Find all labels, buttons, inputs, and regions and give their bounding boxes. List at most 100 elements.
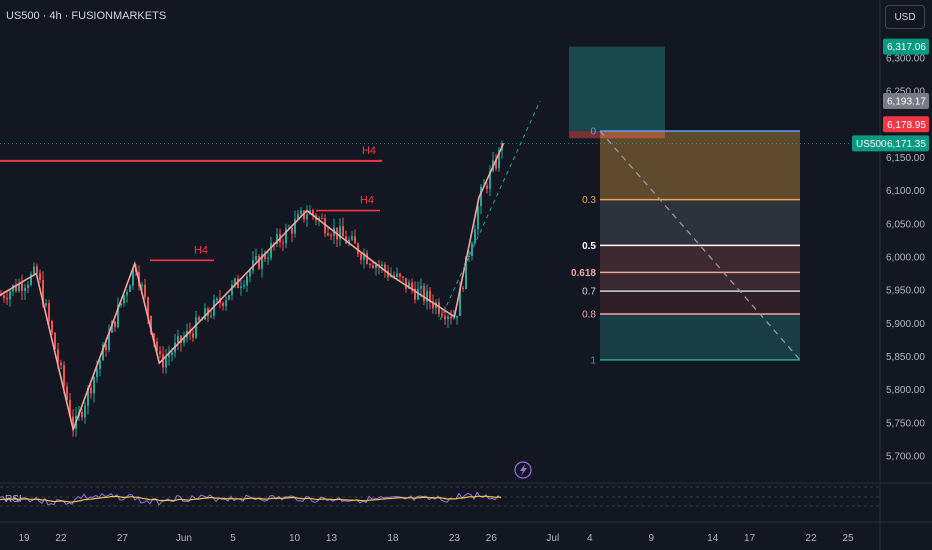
target-price-tag: 6,317.06 [883,38,929,55]
candle-body [354,236,356,244]
rsi-label: RSI [5,494,22,505]
candle-body [27,284,29,288]
candle-body [399,273,401,277]
candle-body [162,354,164,368]
fib-band [600,130,800,200]
candle [99,359,101,377]
candle [120,302,122,308]
candle [240,279,242,296]
candle-body [429,290,431,302]
fibonacci-retracement[interactable]: 0 0.3 0.5 0.618 0.7 0.8 1 [571,126,801,366]
candle-body [300,210,302,215]
candle [354,229,356,244]
candle [249,268,251,283]
candle-body [474,229,476,244]
time-tick-label: 27 [117,533,129,544]
candle [402,275,404,282]
candle-body [471,243,473,256]
candle [216,296,218,304]
candle-body [210,315,212,317]
candle-body [405,277,407,289]
price-axis[interactable]: 6,300.006,250.006,200.006,150.006,100.00… [879,0,925,550]
candle [144,278,146,300]
fib-band [600,245,800,273]
candle-body [465,256,467,289]
candle [33,262,35,277]
position-target-zone [569,46,665,131]
time-tick-label: 14 [707,533,719,544]
currency-button[interactable]: USD [885,5,925,29]
rsi-pane[interactable] [0,482,932,523]
candle-body [33,266,35,275]
candle-body [453,317,455,319]
candle [480,184,482,215]
candle [132,267,134,290]
time-tick-label: 23 [449,533,461,544]
candle-body [261,253,263,269]
fib-band [600,272,800,292]
candle-body [123,295,125,304]
candle-body [423,285,425,302]
time-tick-label: 9 [648,533,654,544]
candle-body [327,233,329,236]
candle-body [276,233,278,244]
candle-body [42,279,44,306]
candle-body [195,317,197,338]
time-axis[interactable]: 19 22 27 Jun 5 10 13 18 23 26 Jul 4 9 14 17 22 25 [18,533,854,544]
candle-body [468,255,470,257]
candle-body [156,341,158,351]
swing-zigzag [0,100,880,433]
candle-body [72,416,74,429]
candle [300,207,302,217]
candle [498,147,500,172]
candle [276,228,278,248]
candle [306,205,308,227]
candle-body [213,300,215,316]
candle-body [456,315,458,318]
fib-level-label: 1 [590,355,596,366]
candle-body [444,315,446,320]
candle-body [141,284,143,287]
candle [123,294,125,307]
time-tick-label: 26 [486,533,498,544]
candle [432,294,434,314]
time-tick-label: 22 [806,533,818,544]
time-tick-label: 4 [587,533,593,544]
candle-body [255,255,257,261]
candle [411,278,413,294]
candle [327,227,329,237]
fib-level-label: 0.3 [582,195,596,206]
candle-body [15,285,17,292]
long-position-tool[interactable] [569,46,665,139]
candle [294,210,296,238]
candle [474,224,476,244]
price-tick-label: 6,300.00 [886,54,925,65]
candle-body [126,292,128,296]
candle-body [303,210,305,220]
candle [267,249,269,265]
high-price-tag-text: 6,193.17 [887,96,926,107]
candle [51,319,53,335]
candle-body [21,283,23,292]
time-tick-label: 17 [744,533,756,544]
candle-body [426,290,428,302]
candle [48,299,50,329]
fib-trend-line [599,130,801,361]
lightning-icon[interactable] [514,461,532,479]
fib-level-label: 0.618 [571,268,596,279]
time-tick-label: Jun [176,533,192,544]
candle [360,251,362,265]
candle-body [228,295,230,300]
candle [330,232,332,241]
time-tick-label: 18 [387,533,399,544]
candle-body [291,228,293,234]
candle-body [198,317,200,320]
candle-body [69,399,71,417]
candle-body [324,218,326,234]
candle-body [60,362,62,366]
candle [264,250,266,263]
candle [324,213,326,238]
last-price-tag-bg [883,135,929,152]
